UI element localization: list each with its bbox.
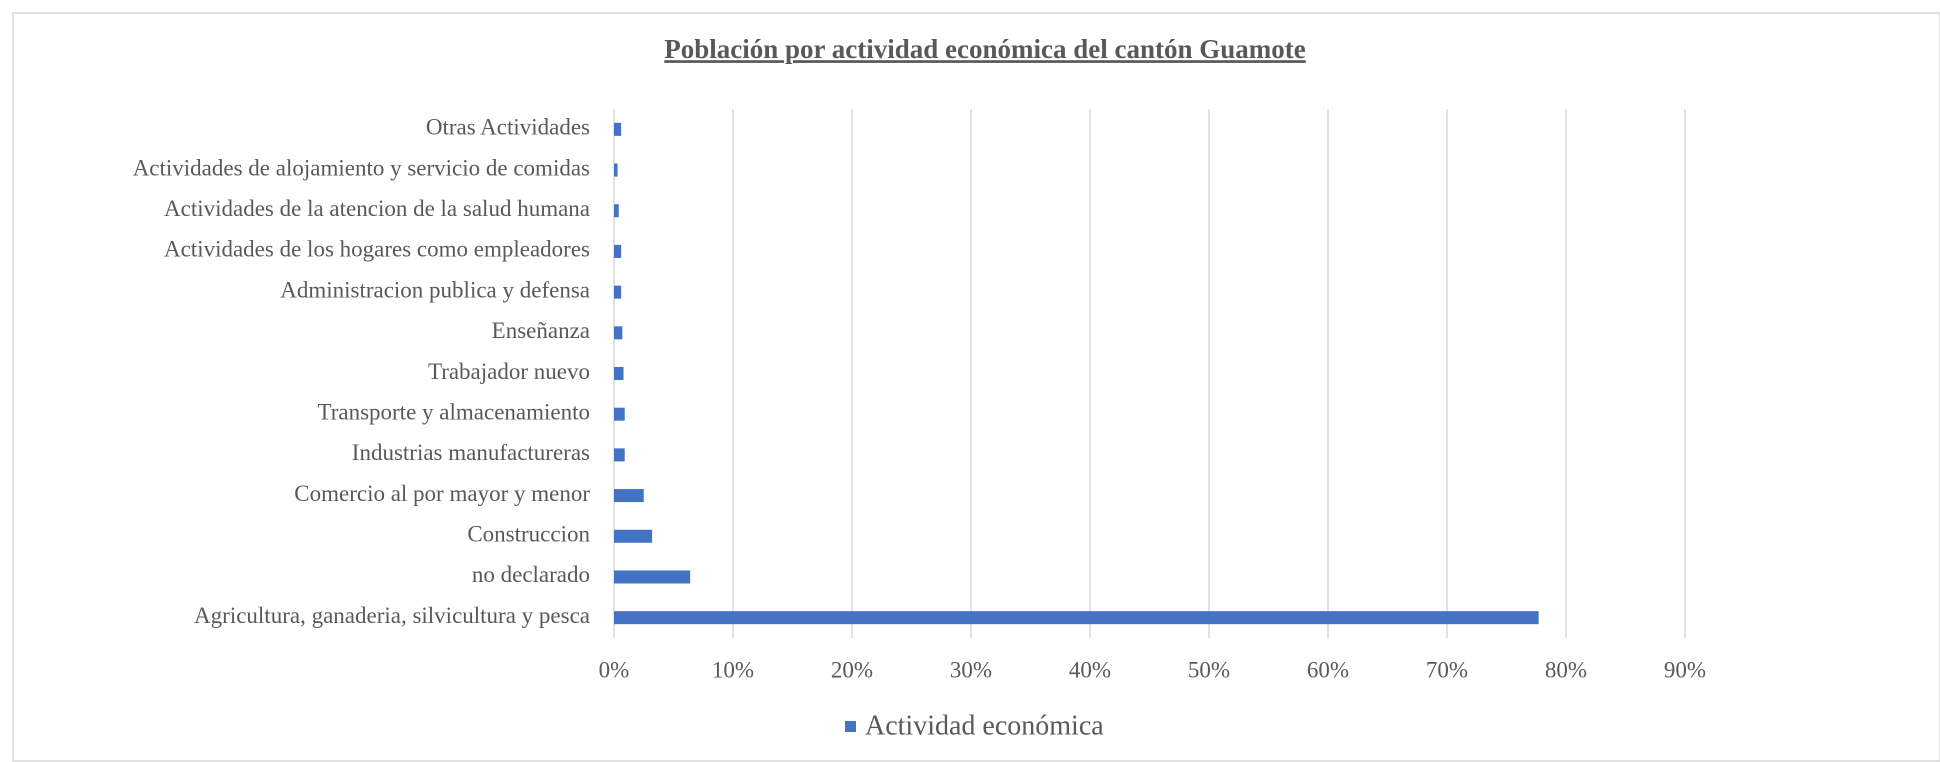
- bar: [614, 244, 622, 258]
- y-tick-label: Actividades de la atencion de la salud h…: [164, 196, 590, 221]
- x-tick-label: 40%: [1069, 657, 1111, 682]
- chart-title: Población por actividad económica del ca…: [664, 34, 1306, 64]
- bar: [614, 570, 691, 584]
- x-tick-label: 70%: [1426, 657, 1468, 682]
- y-tick-label: Actividades de los hogares como empleado…: [164, 237, 590, 262]
- bar: [614, 285, 622, 299]
- bar: [614, 163, 618, 177]
- y-tick-label: Comercio al por mayor y menor: [294, 481, 590, 506]
- y-tick-label: Enseñanza: [492, 318, 590, 343]
- x-tick-label: 90%: [1664, 657, 1706, 682]
- x-tick-label: 10%: [712, 657, 754, 682]
- y-tick-label: Otras Actividades: [426, 115, 590, 140]
- x-tick-label: 30%: [950, 657, 992, 682]
- y-tick-label: Administracion publica y defensa: [280, 277, 590, 302]
- bar: [614, 204, 619, 218]
- x-tick-label: 80%: [1545, 657, 1587, 682]
- bar: [614, 611, 1539, 625]
- y-tick-label: Industrias manufactureras: [352, 440, 590, 465]
- bar: [614, 326, 623, 340]
- y-tick-label: no declarado: [472, 562, 590, 587]
- bar: [614, 366, 624, 381]
- bar: [614, 448, 625, 462]
- x-tick-label: 60%: [1307, 657, 1349, 682]
- bar: [614, 529, 653, 543]
- y-tick-label: Construccion: [467, 522, 590, 547]
- bar: [614, 122, 622, 136]
- x-tick-label: 0%: [599, 657, 630, 682]
- chart-frame: [12, 12, 1940, 762]
- legend-swatch: [845, 721, 856, 732]
- y-tick-label: Transporte y almacenamiento: [317, 399, 590, 424]
- y-tick-label: Trabajador nuevo: [428, 359, 590, 384]
- x-tick-label: 20%: [831, 657, 873, 682]
- legend-label: Actividad económica: [865, 710, 1104, 741]
- bar: [614, 489, 644, 503]
- y-tick-label: Agricultura, ganaderia, silvicultura y p…: [194, 603, 590, 628]
- y-tick-label: Actividades de alojamiento y servicio de…: [133, 155, 590, 180]
- bar: [614, 407, 625, 421]
- x-tick-label: 50%: [1188, 657, 1230, 682]
